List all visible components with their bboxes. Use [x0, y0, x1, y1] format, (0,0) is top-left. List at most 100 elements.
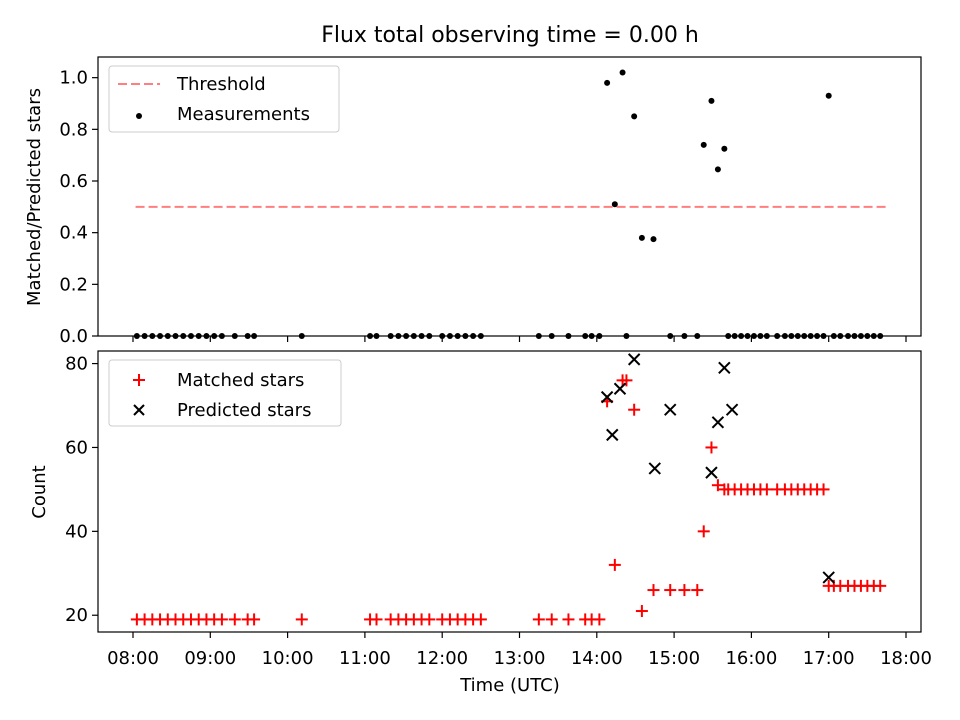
matched-star-point — [608, 558, 621, 571]
measurement-point — [403, 333, 410, 339]
measurement-point — [870, 333, 877, 339]
measurement-point — [172, 333, 179, 339]
matched-star-point — [678, 584, 691, 597]
measurement-point — [426, 333, 433, 339]
matched-star-point — [711, 479, 724, 492]
measurement-point — [548, 333, 555, 339]
measurement-point — [750, 333, 757, 339]
measurement-point — [410, 333, 417, 339]
matched-star-point — [474, 613, 487, 626]
measurement-point — [857, 333, 864, 339]
ratio-panel: 0.0 0.2 0.4 0.6 0.8 1.0 Matched/Predicted sta… — [24, 56, 922, 347]
ratio-y-tick-label: 0.0 — [59, 326, 88, 347]
count-y-tick-label: 60 — [65, 437, 88, 458]
matched-star-point — [691, 584, 704, 597]
measurement-point — [830, 333, 837, 339]
measurement-point — [251, 333, 258, 339]
measurement-point — [462, 333, 469, 339]
predicted-star-point — [600, 390, 614, 404]
measurement-point — [180, 333, 187, 339]
measurement-point — [203, 333, 210, 339]
predicted-star-point — [711, 416, 725, 429]
predicted-x-b — [627, 353, 641, 366]
predicted-star-point — [725, 403, 739, 416]
matched-star-point — [647, 584, 660, 597]
count-y-axis-label: Count — [29, 465, 50, 518]
matched-star-point — [248, 613, 261, 626]
measurement-point — [133, 333, 140, 339]
measurement-point — [367, 333, 374, 339]
measurement-point — [714, 166, 721, 173]
predicted-legend-swatch — [133, 404, 145, 416]
measurement-point — [195, 333, 202, 339]
predicted-star-point — [648, 462, 661, 475]
ratio-y-tick-label: 0.8 — [59, 119, 88, 140]
measurement-point — [820, 333, 827, 339]
measurement-point — [588, 333, 595, 339]
measurement-point — [763, 333, 770, 339]
measurement-point — [801, 333, 808, 339]
predicted-x-b — [718, 361, 731, 374]
measurement-point — [187, 333, 194, 339]
matched-star-point — [817, 483, 830, 496]
matched-star-point — [423, 613, 436, 626]
predicted-star-point — [718, 361, 731, 374]
predicted-star-point — [613, 382, 627, 395]
measurement-point — [619, 69, 626, 76]
ratio-marks — [133, 69, 887, 339]
measurements-legend-swatch — [136, 113, 142, 119]
predicted-legend-label: Predicted stars — [177, 400, 311, 421]
measurement-point — [708, 97, 715, 104]
predicted-x-b — [600, 390, 614, 404]
measurement-point — [439, 333, 446, 339]
matched-star-point — [874, 579, 887, 592]
ratio-y-ticks: 0.0 0.2 0.4 0.6 0.8 1.0 — [59, 68, 98, 347]
measurement-point — [218, 333, 225, 339]
measurement-point — [807, 333, 814, 339]
predicted-star-point — [705, 466, 718, 479]
count-panel: 20 40 60 80 08:00 09:00 10:00 11:00 12:00 13:00 1… — [29, 350, 932, 696]
measurement-point — [700, 141, 707, 148]
measurement-point — [141, 333, 148, 339]
count-marks — [130, 353, 887, 626]
matched-star-point — [635, 605, 648, 618]
matched-star-point — [532, 613, 545, 626]
measurement-point — [623, 333, 630, 339]
chart-title: Flux total observing time = 0.00 h — [321, 23, 699, 48]
matched-star-point — [705, 441, 718, 454]
matched-star-point — [620, 374, 633, 387]
measurement-point — [231, 333, 238, 339]
count-y-ticks: 20 40 60 80 — [65, 354, 98, 626]
count-legend: Matched stars Predicted stars — [108, 359, 342, 427]
measurement-point — [418, 333, 425, 339]
measurement-point — [157, 333, 164, 339]
matched-star-point — [697, 525, 710, 538]
measurement-point — [794, 333, 801, 339]
threshold-legend-label: Threshold — [176, 74, 266, 95]
matched-star-point — [628, 403, 641, 416]
measurement-point — [667, 333, 674, 339]
matched-star-point — [593, 613, 606, 626]
measurement-point — [535, 333, 542, 339]
measurement-point — [851, 333, 858, 339]
measurement-point — [244, 333, 251, 339]
measurement-point — [373, 333, 380, 339]
measurement-point — [477, 333, 484, 339]
x-tick-label: 12:00 — [416, 648, 468, 669]
x-tick-label: 13:00 — [494, 648, 546, 669]
predicted-x-b — [613, 382, 627, 395]
x-tick-label: 18:00 — [880, 648, 932, 669]
measurement-point — [781, 333, 788, 339]
ratio-y-tick-label: 0.2 — [59, 274, 88, 295]
measurement-point — [582, 333, 589, 339]
matched-star-point — [370, 613, 383, 626]
measurement-point — [611, 201, 618, 208]
measurement-point — [604, 79, 611, 86]
measurement-point — [454, 333, 461, 339]
ratio-y-tick-label: 0.4 — [59, 223, 88, 244]
ratio-y-axis-label: Matched/Predicted stars — [24, 88, 45, 306]
ratio-legend-box — [108, 65, 340, 133]
measurement-point — [837, 333, 844, 339]
ratio-y-tick-label: 1.0 — [59, 68, 88, 89]
